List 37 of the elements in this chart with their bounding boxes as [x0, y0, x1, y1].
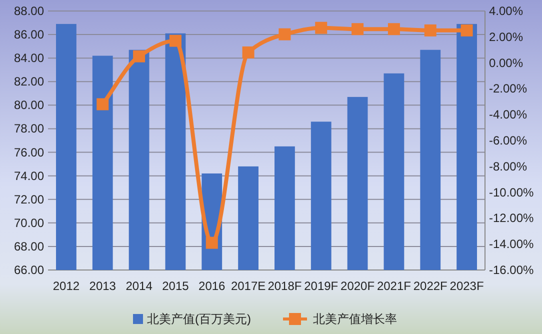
legend-label: 北美产值(百万美元)	[147, 312, 251, 326]
legend-label: 北美产值增长率	[313, 312, 397, 326]
y-tick-label: 82.00	[14, 74, 44, 89]
x-tick-label: 2019F	[304, 279, 338, 293]
x-tick-label: 2016	[198, 279, 226, 293]
x-tick-label: 2014	[126, 279, 153, 293]
y-tick-label: 86.00	[14, 28, 44, 42]
x-tick-label: 2023F	[450, 279, 484, 293]
x-tick-label: 2017E	[230, 279, 266, 293]
y2-tick-label: 2.00%	[489, 30, 524, 44]
y2-tick-label: -16.00%	[489, 263, 534, 277]
y2-tick-label: -12.00%	[489, 211, 534, 226]
y2-tick-label: -10.00%	[489, 185, 534, 200]
y-tick-label: 76.00	[14, 145, 44, 160]
x-tick-label: 2021F	[376, 279, 411, 293]
y-tick-label: 78.00	[14, 122, 44, 136]
x-tick-label: 2015	[162, 279, 190, 293]
y-tick-label: 84.00	[14, 51, 44, 66]
y-tick-label: 88.00	[14, 4, 44, 18]
y-tick-label: 68.00	[14, 239, 44, 254]
x-tick-label: 2012	[52, 279, 80, 293]
y-tick-label: 72.00	[14, 192, 44, 206]
y-tick-label: 70.00	[14, 216, 44, 230]
y2-tick-label: 4.00%	[489, 4, 524, 18]
y2-tick-label: 0.00%	[489, 56, 524, 70]
y-tick-label: 66.00	[14, 263, 44, 277]
x-tick-label: 2020F	[340, 279, 375, 293]
y2-tick-label: -6.00%	[489, 134, 528, 148]
y-tick-label: 80.00	[14, 98, 44, 112]
y2-tick-label: -4.00%	[489, 108, 528, 122]
x-tick-label: 2018F	[268, 279, 302, 293]
y-tick-label: 74.00	[14, 168, 44, 183]
x-tick-label: 2013	[89, 279, 116, 293]
y2-tick-label: -2.00%	[489, 82, 528, 96]
x-tick-label: 2022F	[413, 279, 448, 293]
y2-tick-label: -8.00%	[489, 159, 528, 174]
y2-tick-label: -14.00%	[489, 237, 534, 252]
